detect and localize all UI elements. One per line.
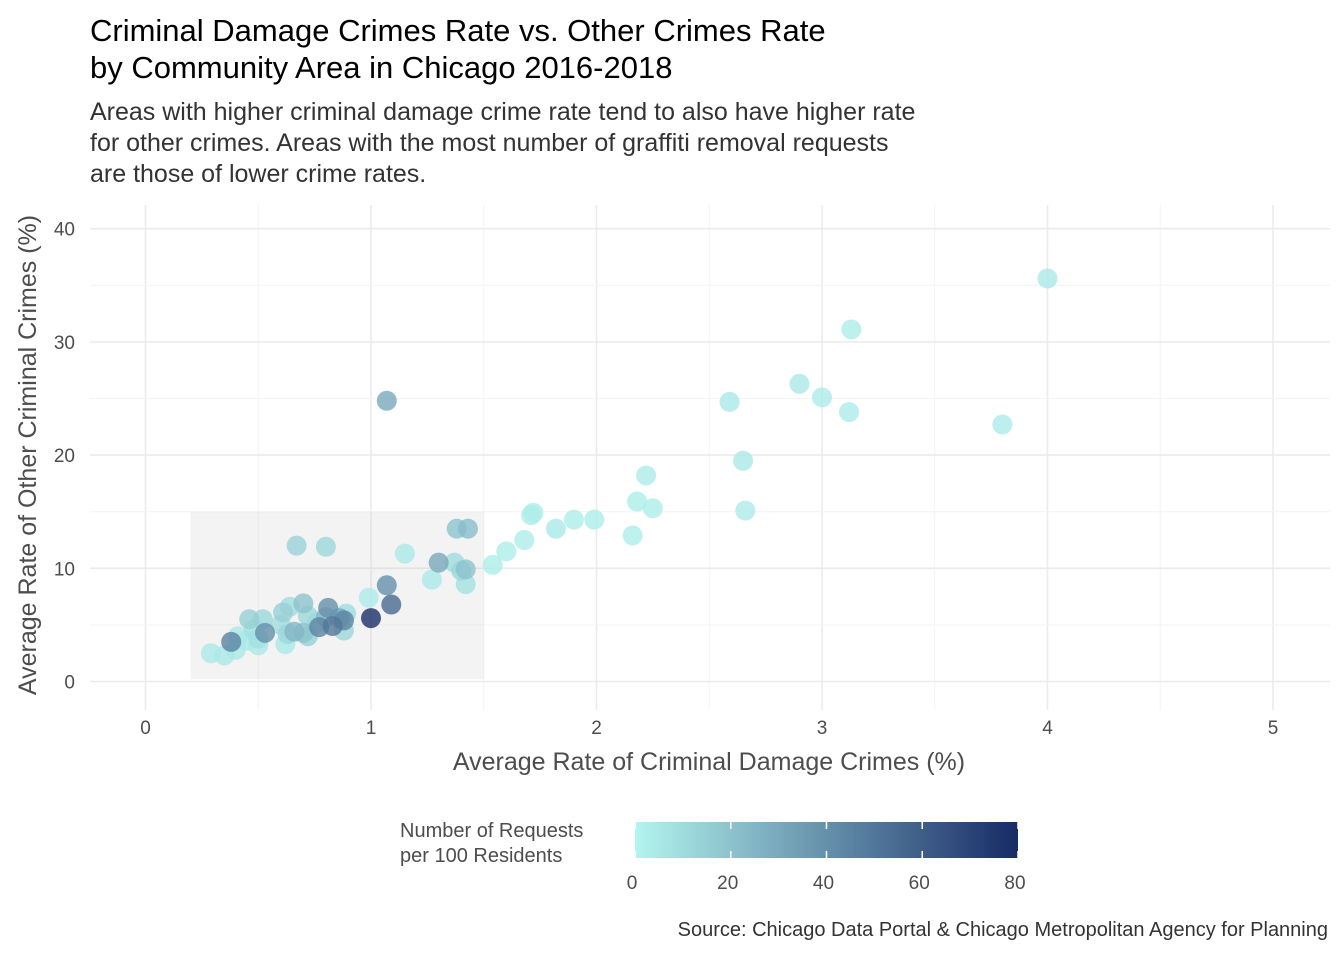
x-tick-label: 4 xyxy=(1042,718,1053,739)
data-point xyxy=(381,594,402,615)
x-tick-label: 1 xyxy=(366,718,377,739)
data-point xyxy=(636,465,657,486)
data-point xyxy=(358,587,379,608)
data-point xyxy=(496,541,517,562)
data-point xyxy=(318,597,339,618)
chart-title: Criminal Damage Crimes Rate vs. Other Cr… xyxy=(90,13,826,85)
data-point xyxy=(622,525,643,546)
x-tick-label: 2 xyxy=(591,718,602,739)
data-point xyxy=(719,391,740,412)
y-tick-label: 20 xyxy=(54,446,75,467)
data-point xyxy=(239,609,260,630)
data-point xyxy=(839,402,860,423)
data-point xyxy=(376,575,397,596)
data-point xyxy=(221,631,242,652)
legend-tick-label: 60 xyxy=(909,873,930,894)
x-tick-label: 0 xyxy=(140,718,151,739)
x-tick-label: 3 xyxy=(817,718,828,739)
data-point xyxy=(789,373,810,394)
data-point xyxy=(482,554,503,575)
data-point xyxy=(394,543,415,564)
data-point xyxy=(293,593,314,614)
data-point xyxy=(563,509,584,530)
chart-caption: Source: Chicago Data Portal & Chicago Me… xyxy=(677,919,1328,941)
data-point xyxy=(457,518,478,539)
axis-ticks: 0 1 2 3 4 5 0 10 20 30 40 xyxy=(54,220,1278,739)
data-point xyxy=(733,450,754,471)
data-point xyxy=(322,616,343,637)
data-point xyxy=(286,535,307,556)
y-axis-title: Average Rate of Other Criminal Crimes (%… xyxy=(14,215,42,695)
data-point xyxy=(514,530,535,550)
y-tick-label: 40 xyxy=(54,220,75,241)
data-point xyxy=(255,622,276,643)
legend-tick-label: 80 xyxy=(1004,873,1025,894)
grid xyxy=(90,205,1330,710)
data-point xyxy=(992,414,1013,435)
points xyxy=(200,268,1058,666)
legend-tick-label: 20 xyxy=(717,873,738,894)
data-point xyxy=(421,569,442,590)
data-point xyxy=(455,559,476,580)
data-point xyxy=(428,552,449,573)
legend-title-line-1: Number of Requests xyxy=(400,820,583,842)
legend-tick-label: 40 xyxy=(813,873,834,894)
data-point xyxy=(521,505,542,526)
y-tick-label: 30 xyxy=(54,333,75,354)
chart-subtitle: Areas with higher criminal damage crime … xyxy=(90,98,916,188)
legend-title-line-2: per 100 Residents xyxy=(400,845,562,867)
x-axis-title: Average Rate of Criminal Damage Crimes (… xyxy=(453,748,965,776)
data-point xyxy=(315,536,336,557)
data-point xyxy=(376,390,397,411)
color-legend: Number of Requests per 100 Residents 0 20… xyxy=(400,820,1026,894)
data-point xyxy=(812,387,832,408)
x-tick-label: 5 xyxy=(1268,718,1279,739)
data-point xyxy=(841,319,862,340)
data-point xyxy=(584,509,605,530)
data-point xyxy=(545,518,566,539)
y-tick-label: 0 xyxy=(64,673,75,694)
data-point xyxy=(735,500,756,521)
legend-tick-label: 0 xyxy=(627,873,638,894)
data-point xyxy=(1037,268,1058,289)
data-point xyxy=(361,608,381,629)
data-point xyxy=(273,602,294,623)
data-point xyxy=(642,498,663,519)
data-point xyxy=(627,491,648,512)
y-tick-label: 10 xyxy=(54,559,75,580)
data-point xyxy=(284,621,305,642)
